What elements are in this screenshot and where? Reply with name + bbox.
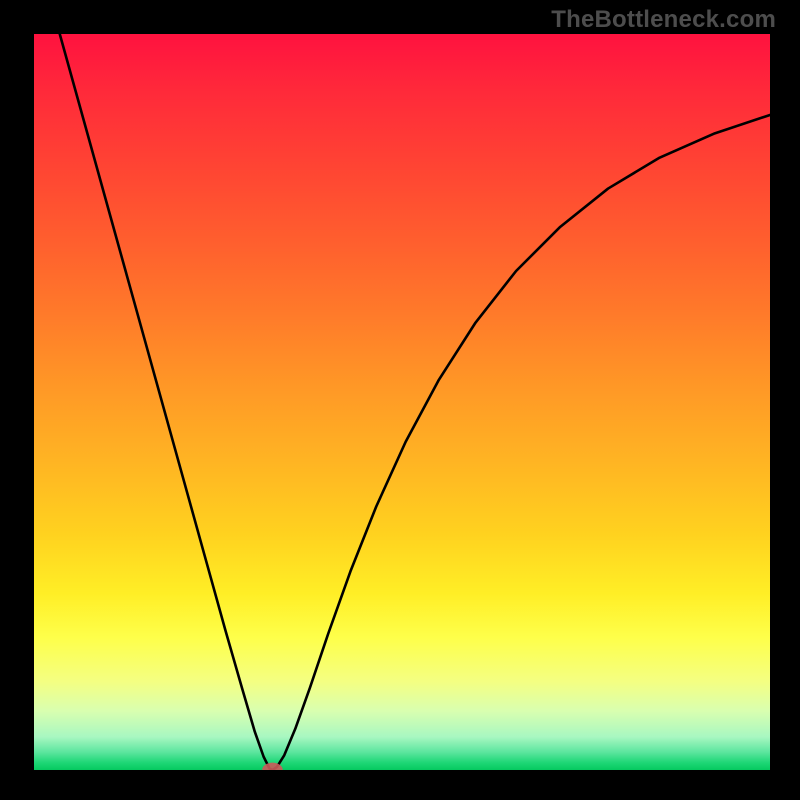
watermark-text: TheBottleneck.com xyxy=(551,6,776,34)
chart-frame: TheBottleneck.com xyxy=(0,0,800,800)
plot-area xyxy=(34,34,770,770)
plot-background xyxy=(34,34,770,770)
plot-svg xyxy=(34,34,770,770)
